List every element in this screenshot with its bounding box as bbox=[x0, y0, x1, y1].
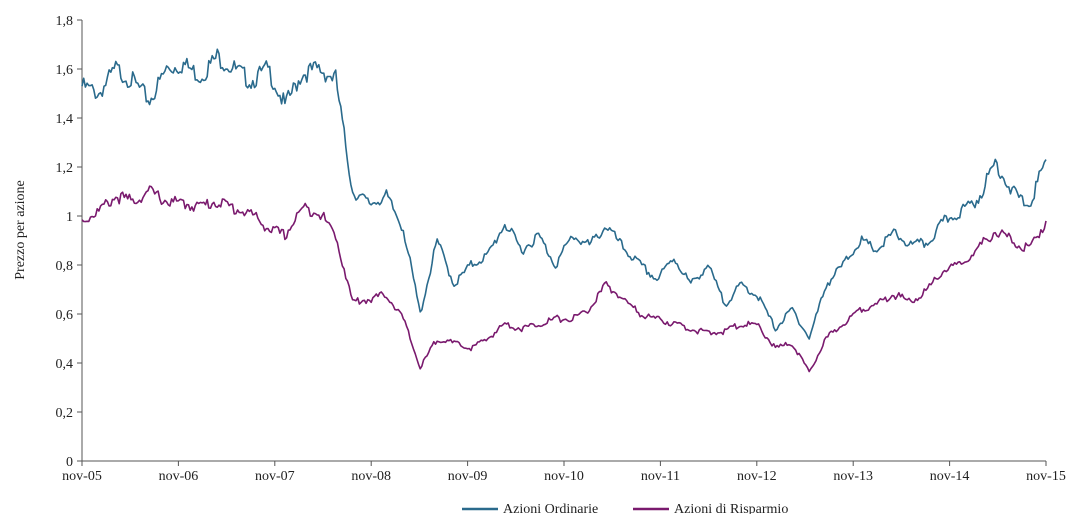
x-tick-label: nov-06 bbox=[159, 469, 199, 484]
y-tick-label: 0,2 bbox=[56, 406, 74, 421]
legend: Azioni Ordinarie Azioni di Risparmio bbox=[462, 502, 788, 514]
y-tick-label: 1,2 bbox=[56, 161, 74, 176]
x-tick-label: nov-11 bbox=[641, 469, 680, 484]
x-tick-label: nov-13 bbox=[833, 469, 873, 484]
x-tick-label: nov-14 bbox=[930, 469, 970, 484]
axes: 0 0,2 0,4 0,6 0,8 1 1,2 1,4 1,6 1,8 nov-05 nov-06 no… bbox=[56, 14, 1066, 484]
legend-label-azioni-di-risparmio: Azioni di Risparmio bbox=[674, 502, 788, 514]
x-tick-label: nov-05 bbox=[62, 469, 102, 484]
series-line-azioni-di-risparmio bbox=[81, 185, 1047, 373]
y-tick-label: 1 bbox=[66, 210, 73, 225]
x-tick-label: nov-15 bbox=[1026, 469, 1066, 484]
series-line-azioni-ordinarie bbox=[81, 48, 1047, 340]
y-tick-label: 0,6 bbox=[56, 308, 74, 323]
y-tick-label: 1,4 bbox=[56, 112, 74, 127]
y-tick-label: 0,8 bbox=[56, 259, 74, 274]
x-tick-label: nov-08 bbox=[351, 469, 391, 484]
y-axis-title: Prezzo per azione bbox=[13, 180, 28, 280]
x-tick-label: nov-12 bbox=[737, 469, 777, 484]
y-tick-label: 1,6 bbox=[56, 63, 74, 78]
series-layer bbox=[81, 48, 1047, 373]
y-tick-label: 1,8 bbox=[56, 14, 74, 29]
legend-label-azioni-ordinarie: Azioni Ordinarie bbox=[503, 502, 598, 514]
x-tick-label: nov-10 bbox=[544, 469, 584, 484]
x-tick-label: nov-09 bbox=[448, 469, 488, 484]
y-tick-label: 0,4 bbox=[56, 357, 74, 372]
y-tick-label: 0 bbox=[66, 455, 73, 470]
x-tick-label: nov-07 bbox=[255, 469, 295, 484]
